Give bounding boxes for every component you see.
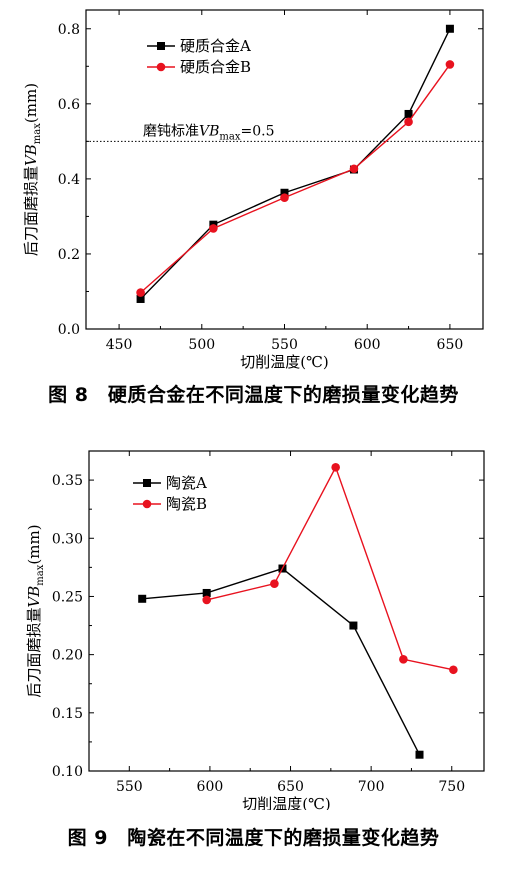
reference-label-sub: max (219, 131, 240, 142)
reference-label-prefix: 磨钝标准 (143, 123, 199, 139)
reference-line-label: 磨钝标准VBmax=0.5 (143, 123, 275, 142)
y-tick-label: 0.2 (58, 247, 80, 263)
y-tick-label: 0.30 (52, 531, 83, 547)
y-tick-label: 0.4 (58, 172, 80, 188)
y-axis-title-prefix: 后刀面磨损量 (25, 608, 43, 698)
legend-marker-circle (156, 62, 166, 72)
figure-8-caption: 图 8 硬质合金在不同温度下的磨损量变化趋势 (48, 384, 459, 406)
y-tick-label: 0.15 (52, 706, 83, 722)
series-line-2 (140, 64, 451, 294)
y-axis-title-sub: max (35, 564, 46, 585)
x-axis-title: 切削温度(℃) (240, 353, 328, 370)
y-axis-title: 后刀面磨损量VBmax(mm) (22, 83, 43, 256)
y-axis-title-sub: max (32, 123, 43, 144)
data-point-circle (399, 654, 408, 664)
legend-marker-circle (142, 499, 152, 509)
data-point-square (136, 294, 145, 303)
y-tick-label: 0.6 (58, 97, 80, 113)
data-point-circle (349, 164, 359, 174)
x-tick-label: 550 (116, 779, 143, 795)
series-line-2 (206, 465, 454, 671)
legend-marker-square (143, 479, 151, 487)
data-point-square (445, 24, 454, 33)
y-axis-title-var: VB (25, 586, 43, 608)
x-axis-title: 切削温度(℃) (242, 795, 330, 810)
x-tick-label: 600 (197, 779, 224, 795)
y-axis-title-suffix: (mm) (25, 524, 43, 564)
reference-label-var: VB (199, 123, 219, 139)
data-point-square (404, 109, 413, 118)
x-tick-label: 650 (277, 779, 304, 795)
data-point-circle (280, 193, 289, 202)
x-tick-label: 450 (106, 337, 133, 353)
plot-frame (88, 450, 485, 772)
plot-frame (85, 9, 484, 330)
legend-label: 陶瓷A (166, 474, 207, 492)
series-line-1 (140, 28, 451, 300)
y-tick-label: 0.0 (58, 322, 80, 338)
y-axis-title-suffix: (mm) (22, 83, 40, 123)
data-point-circle (445, 60, 455, 69)
data-point-square (138, 594, 147, 603)
reference-label-suffix: =0.5 (241, 123, 275, 139)
data-point-circle (136, 288, 145, 297)
legend-label: 硬质合金B (180, 58, 251, 76)
data-point-circle (270, 579, 279, 588)
y-tick-label: 0.25 (52, 589, 83, 605)
x-tick-label: 650 (437, 337, 464, 353)
y-axis-title: 后刀面磨损量VBmax(mm) (25, 524, 46, 697)
x-tick-label: 750 (438, 779, 465, 795)
data-point-square (280, 188, 289, 197)
data-point-circle (202, 595, 211, 605)
x-tick-label: 550 (271, 337, 298, 353)
series-line-1 (142, 567, 421, 756)
y-axis-title-prefix: 后刀面磨损量 (22, 166, 40, 256)
data-point-square (415, 750, 424, 759)
data-point-circle (449, 665, 458, 675)
data-point-circle (404, 117, 413, 127)
y-axis-title-var: VB (22, 144, 40, 166)
figure-9-caption: 图 9 陶瓷在不同温度下的磨损量变化趋势 (67, 827, 440, 849)
y-tick-label: 0.35 (52, 473, 83, 489)
legend-label: 硬质合金A (180, 37, 251, 55)
chart-ceramic-wear: 550 600 650 700 750 0.10 0.15 0.20 0.25 0.30 0.35 切… (25, 450, 485, 810)
x-tick-label: 500 (188, 337, 215, 353)
data-point-circle (209, 224, 218, 233)
data-point-circle (331, 462, 340, 472)
y-tick-label: 0.8 (58, 22, 80, 38)
y-tick-label: 0.10 (52, 764, 83, 780)
legend-marker-square (157, 42, 165, 50)
data-point-square (202, 588, 211, 597)
data-point-square (349, 621, 358, 630)
legend-label: 陶瓷B (166, 495, 207, 513)
figure-8: 450 500 550 600 650 0.0 0.2 0.4 0.6 0.8 切削温度(℃) 后刀面… (0, 0, 507, 370)
y-tick-label: 0.20 (52, 648, 83, 664)
x-tick-label: 700 (358, 779, 385, 795)
chart-hardalloy-wear: 450 500 550 600 650 0.0 0.2 0.4 0.6 0.8 切削温度(℃) 后刀面… (22, 9, 484, 370)
figure-9: 550 600 650 700 750 0.10 0.15 0.20 0.25 0.30 0.35 切… (0, 440, 507, 810)
x-tick-label: 600 (354, 337, 381, 353)
